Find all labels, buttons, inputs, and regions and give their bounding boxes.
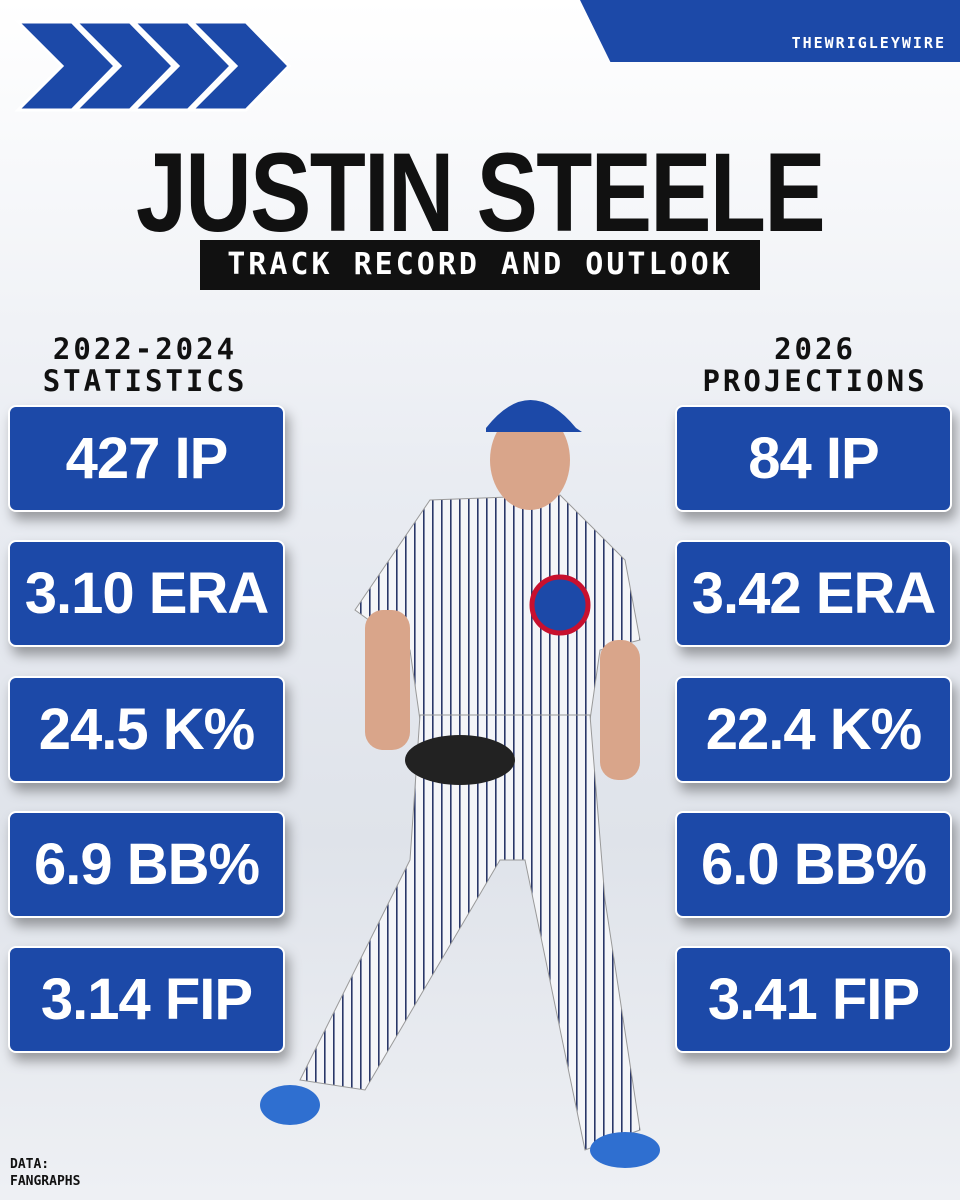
stat-box: 24.5 K% <box>8 676 285 783</box>
heading-line: 2022-2024 <box>52 332 238 366</box>
stat-box: 84 IP <box>675 405 952 512</box>
source-line: DATA: <box>10 1157 50 1172</box>
heading-line: PROJECTIONS <box>702 364 928 398</box>
source: DATA: FANGRAPHS <box>10 1156 80 1190</box>
left-heading: 2022-2024 STATISTICS <box>0 333 290 397</box>
stat-box: 6.9 BB% <box>8 811 285 918</box>
stat-box: 22.4 K% <box>675 676 952 783</box>
stat-box: 3.42 ERA <box>675 540 952 647</box>
title: JUSTIN STEELE <box>135 130 826 255</box>
chevrons <box>14 20 292 112</box>
stat-box: 6.0 BB% <box>675 811 952 918</box>
heading-line: 2026 <box>774 332 856 366</box>
stat-box: 3.41 FIP <box>675 946 952 1053</box>
brand-banner: THEWRIGLEYWIRE <box>580 0 960 62</box>
stat-box: 3.14 FIP <box>8 946 285 1053</box>
heading-line: STATISTICS <box>42 364 248 398</box>
stat-box: 3.10 ERA <box>8 540 285 647</box>
stat-box: 427 IP <box>8 405 285 512</box>
player-figure <box>260 400 660 1168</box>
source-line: FANGRAPHS <box>10 1174 81 1189</box>
right-heading: 2026 PROJECTIONS <box>670 333 960 397</box>
subtitle: TRACK RECORD AND OUTLOOK <box>200 240 760 290</box>
brand: THEWRIGLEYWIRE <box>791 34 946 52</box>
